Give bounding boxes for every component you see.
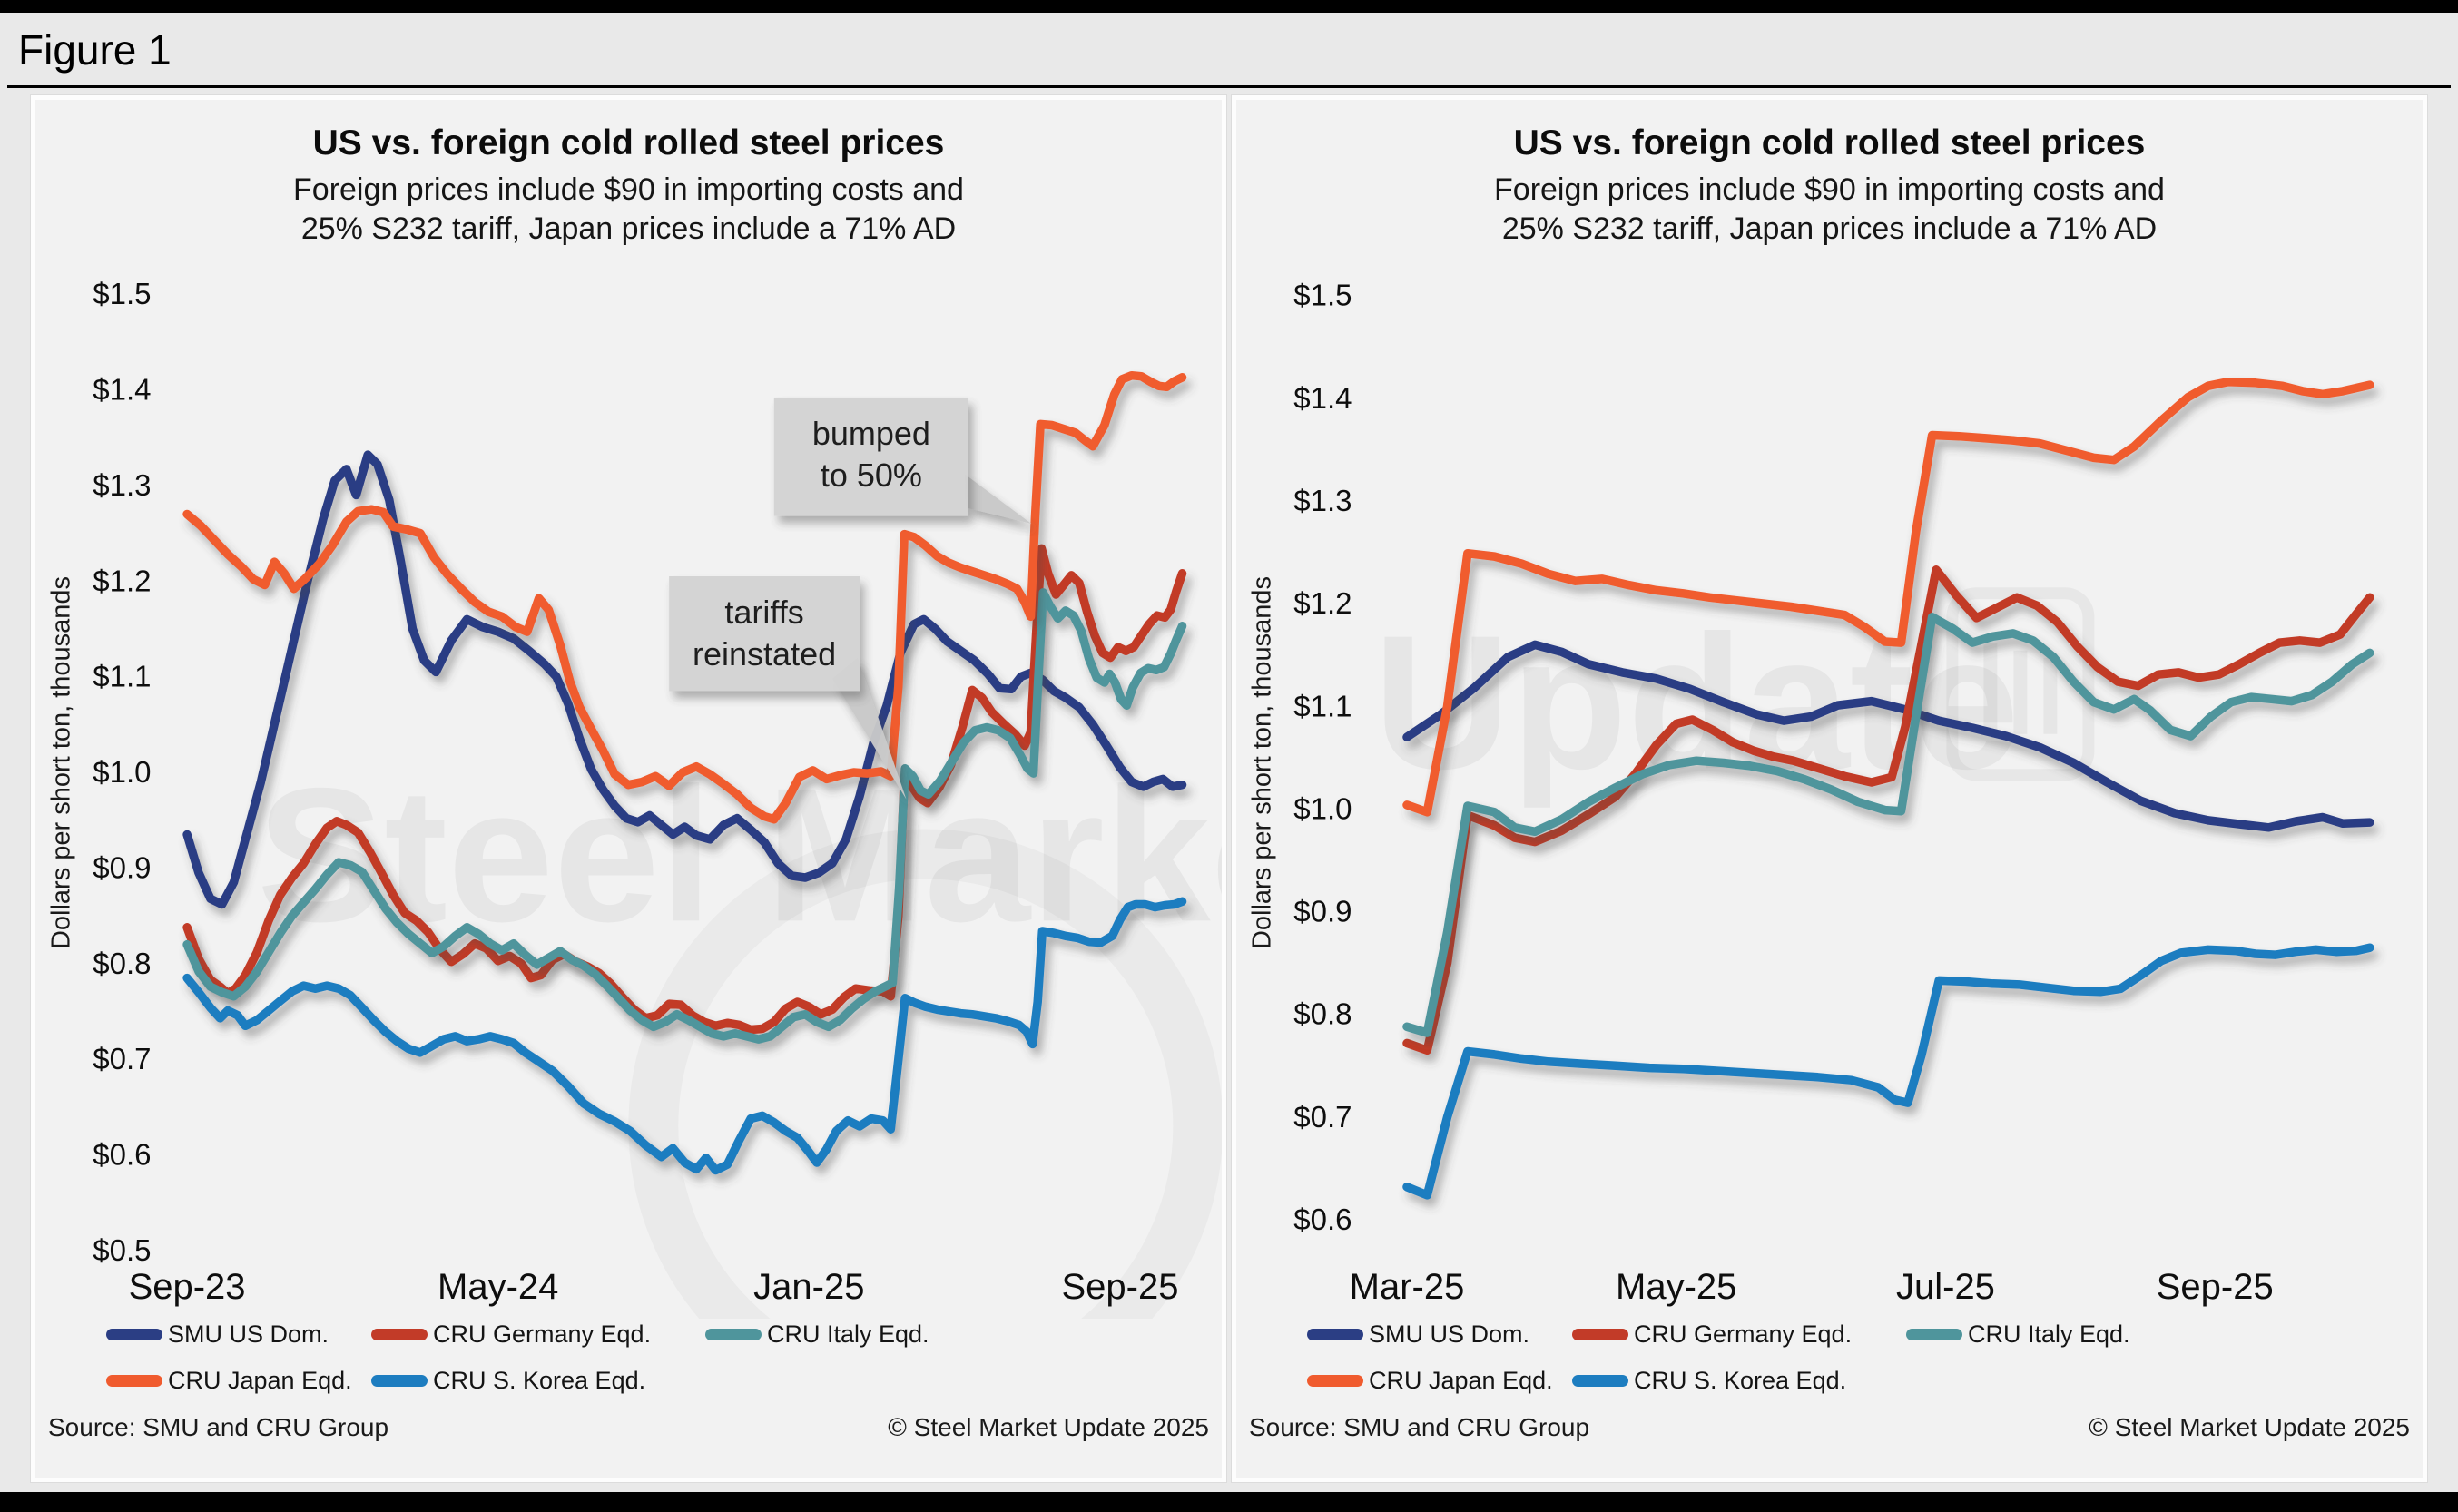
chart-subtitle: Foreign prices include $90 in importing … bbox=[35, 171, 1222, 248]
svg-text:$1.4: $1.4 bbox=[1293, 381, 1352, 415]
legend-item-label: SMU US Dom. bbox=[1369, 1321, 1530, 1349]
legend: SMU US Dom. CRU Germany Eqd. CRU Italy E… bbox=[106, 1321, 1213, 1395]
svg-text:$1.4: $1.4 bbox=[93, 373, 151, 407]
chart-panel-right: US vs. foreign cold rolled steel prices … bbox=[1232, 95, 2427, 1483]
source-text: Source: SMU and CRU Group bbox=[48, 1413, 389, 1442]
chart-subtitle: Foreign prices include $90 in importing … bbox=[1236, 171, 2423, 248]
svg-text:reinstated: reinstated bbox=[693, 635, 836, 673]
bottom-bar bbox=[0, 1492, 2458, 1512]
svg-text:$0.6: $0.6 bbox=[93, 1138, 151, 1172]
figure-label: Figure 1 bbox=[18, 26, 172, 74]
legend-key-icon bbox=[705, 1329, 762, 1341]
svg-text:$1.5: $1.5 bbox=[1293, 279, 1352, 312]
legend-item-label: CRU Japan Eqd. bbox=[168, 1367, 352, 1395]
chart-subtitle-line1: Foreign prices include $90 in importing … bbox=[293, 172, 964, 208]
legend-item-cru-japan: CRU Japan Eqd. bbox=[1307, 1367, 1572, 1395]
figure-header: Figure 1 bbox=[0, 13, 2458, 78]
chart-canvas-right: Update$1.5$1.4$1.3$1.2$1.1$1.0$0.9$0.8$0… bbox=[1248, 279, 2374, 1307]
svg-text:May-25: May-25 bbox=[1616, 1267, 1736, 1307]
svg-text:tariffs: tariffs bbox=[724, 594, 803, 631]
legend-item-label: CRU Germany Eqd. bbox=[433, 1321, 652, 1349]
chart-subtitle-line2: 25% S232 tariff, Japan prices include a … bbox=[1501, 211, 2158, 246]
svg-text:$1.1: $1.1 bbox=[93, 660, 151, 693]
legend-item-cru-germany: CRU Germany Eqd. bbox=[1572, 1321, 1906, 1349]
legend-item-smu-us-dom: SMU US Dom. bbox=[1307, 1321, 1572, 1349]
header-divider bbox=[7, 85, 2451, 89]
legend-item-cru-germany: CRU Germany Eqd. bbox=[371, 1321, 705, 1349]
copyright-text: © Steel Market Update 2025 bbox=[888, 1413, 1209, 1442]
source-text: Source: SMU and CRU Group bbox=[1249, 1413, 1590, 1442]
chart-subtitle-line2: 25% S232 tariff, Japan prices include a … bbox=[300, 211, 957, 246]
legend-key-icon bbox=[1906, 1329, 1962, 1341]
svg-text:$0.7: $0.7 bbox=[1293, 1100, 1352, 1134]
chart-panel-left: US vs. foreign cold rolled steel prices … bbox=[31, 95, 1226, 1483]
chart-title: US vs. foreign cold rolled steel prices bbox=[1513, 123, 2146, 163]
legend-item-label: CRU S. Korea Eqd. bbox=[1634, 1367, 1847, 1395]
svg-text:Mar-25: Mar-25 bbox=[1350, 1267, 1465, 1307]
svg-text:$1.0: $1.0 bbox=[1293, 792, 1352, 826]
legend-item-smu-us-dom: SMU US Dom. bbox=[106, 1321, 371, 1349]
legend-item-cru-italy: CRU Italy Eqd. bbox=[1906, 1321, 2414, 1349]
legend: SMU US Dom. CRU Germany Eqd. CRU Italy E… bbox=[1307, 1321, 2414, 1395]
legend-item-cru-s-korea: CRU S. Korea Eqd. bbox=[1572, 1367, 1906, 1395]
svg-text:$1.2: $1.2 bbox=[1293, 586, 1352, 620]
svg-text:Dollars per short ton, thousan: Dollars per short ton, thousands bbox=[1248, 576, 1277, 949]
svg-text:Sep-23: Sep-23 bbox=[129, 1267, 246, 1307]
legend-key-icon bbox=[106, 1329, 162, 1341]
legend-item-label: CRU Italy Eqd. bbox=[1968, 1321, 2130, 1349]
legend-item-label: SMU US Dom. bbox=[168, 1321, 329, 1349]
legend-key-icon bbox=[1307, 1375, 1363, 1388]
svg-text:$1.5: $1.5 bbox=[93, 277, 151, 310]
legend-key-icon bbox=[1307, 1329, 1363, 1341]
svg-text:$0.9: $0.9 bbox=[1293, 895, 1352, 928]
legend-item-label: CRU S. Korea Eqd. bbox=[433, 1367, 646, 1395]
svg-text:$1.3: $1.3 bbox=[1293, 484, 1352, 517]
svg-text:$1.0: $1.0 bbox=[93, 755, 151, 789]
top-bar bbox=[0, 0, 2458, 13]
svg-text:bumped: bumped bbox=[812, 415, 930, 452]
svg-text:$1.1: $1.1 bbox=[1293, 689, 1352, 722]
source-row: Source: SMU and CRU Group © Steel Market… bbox=[48, 1413, 1209, 1442]
svg-text:Jan-25: Jan-25 bbox=[753, 1267, 864, 1307]
legend-key-icon bbox=[1572, 1375, 1628, 1388]
svg-text:May-24: May-24 bbox=[438, 1267, 558, 1307]
panels-row: US vs. foreign cold rolled steel prices … bbox=[0, 88, 2458, 1483]
svg-text:$0.8: $0.8 bbox=[1293, 997, 1352, 1031]
svg-text:$0.6: $0.6 bbox=[1293, 1203, 1352, 1236]
svg-text:$1.2: $1.2 bbox=[93, 564, 151, 597]
legend-key-icon bbox=[371, 1375, 428, 1388]
chart-canvas-left: Steel Market Up$1.5$1.4$1.3$1.2$1.1$1.0$… bbox=[47, 277, 1223, 1307]
legend-item-cru-japan: CRU Japan Eqd. bbox=[106, 1367, 371, 1395]
svg-text:$1.3: $1.3 bbox=[93, 468, 151, 502]
legend-item-cru-italy: CRU Italy Eqd. bbox=[705, 1321, 1213, 1349]
legend-key-icon bbox=[106, 1375, 162, 1388]
svg-text:Sep-25: Sep-25 bbox=[2157, 1267, 2274, 1307]
svg-text:$0.8: $0.8 bbox=[93, 947, 151, 980]
legend-item-label: CRU Japan Eqd. bbox=[1369, 1367, 1553, 1395]
svg-text:Jul-25: Jul-25 bbox=[1896, 1267, 1995, 1307]
legend-item-cru-s-korea: CRU S. Korea Eqd. bbox=[371, 1367, 705, 1395]
legend-key-icon bbox=[371, 1329, 428, 1341]
svg-text:Sep-25: Sep-25 bbox=[1061, 1267, 1178, 1307]
svg-text:$0.5: $0.5 bbox=[93, 1233, 151, 1267]
legend-key-icon bbox=[1572, 1329, 1628, 1341]
svg-text:$0.9: $0.9 bbox=[93, 851, 151, 885]
chart-subtitle-line1: Foreign prices include $90 in importing … bbox=[1494, 172, 2165, 208]
copyright-text: © Steel Market Update 2025 bbox=[2089, 1413, 2410, 1442]
legend-item-label: CRU Italy Eqd. bbox=[767, 1321, 929, 1349]
chart-title: US vs. foreign cold rolled steel prices bbox=[312, 123, 945, 163]
legend-item-label: CRU Germany Eqd. bbox=[1634, 1321, 1853, 1349]
source-row: Source: SMU and CRU Group © Steel Market… bbox=[1249, 1413, 2410, 1442]
svg-text:Dollars per short ton, thousan: Dollars per short ton, thousands bbox=[47, 576, 76, 949]
svg-text:$0.7: $0.7 bbox=[93, 1042, 151, 1075]
svg-text:to 50%: to 50% bbox=[821, 457, 922, 494]
